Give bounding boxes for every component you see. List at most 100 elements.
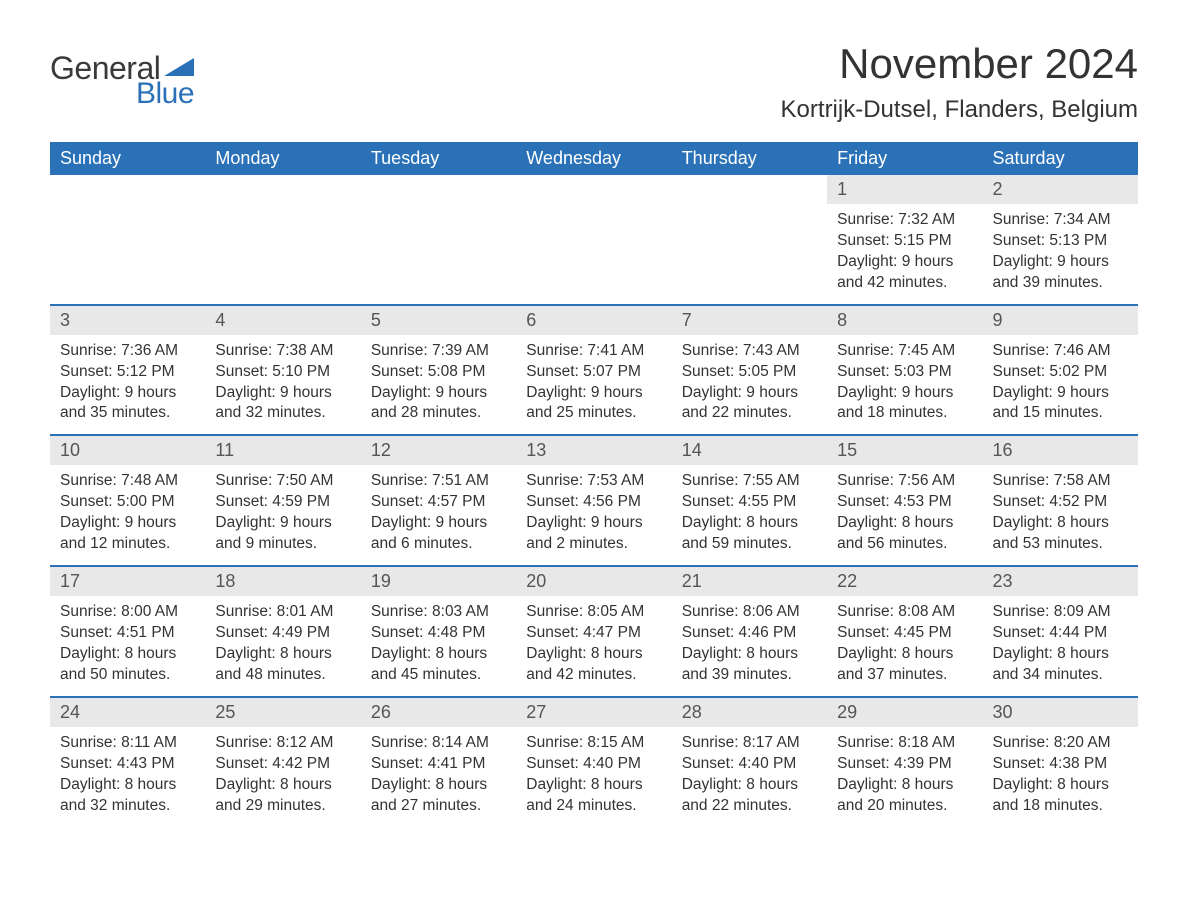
daylight-line: Daylight: 9 hours and 39 minutes. bbox=[993, 252, 1128, 294]
sunrise-line: Sunrise: 7:48 AM bbox=[60, 471, 195, 492]
sunset-line: Sunset: 5:05 PM bbox=[682, 362, 817, 383]
daylight-line: Daylight: 9 hours and 6 minutes. bbox=[371, 513, 506, 555]
calendar-day-3: 3 Sunrise: 7:36 AMSunset: 5:12 PMDaylight… bbox=[50, 306, 205, 435]
calendar-day-19: 19Sunrise: 8:03 AMSunset: 4:48 PMDayligh… bbox=[361, 567, 516, 696]
day-details: Sunrise: 8:08 AMSunset: 4:45 PMDaylight:… bbox=[827, 602, 982, 686]
sunrise-line: Sunrise: 7:58 AM bbox=[993, 471, 1128, 492]
calendar: SundayMondayTuesdayWednesdayThursdayFrid… bbox=[50, 142, 1138, 826]
daylight-line: Daylight: 9 hours and 25 minutes. bbox=[526, 383, 661, 425]
daylight-line: Daylight: 9 hours and 35 minutes. bbox=[60, 383, 195, 425]
day-number: 16 bbox=[983, 436, 1138, 465]
day-header-saturday: Saturday bbox=[983, 142, 1138, 175]
calendar-day-21: 21 Sunrise: 8:06 AMSunset: 4:46 PMDayligh… bbox=[672, 567, 827, 696]
daylight-line: Daylight: 8 hours and 53 minutes. bbox=[993, 513, 1128, 555]
calendar-header-row: SundayMondayTuesdayWednesdayThursdayFrid… bbox=[50, 142, 1138, 175]
day-details: Sunrise: 7:36 AMSunset: 5:12 PMDaylight:… bbox=[50, 341, 205, 425]
sunrise-line: Sunrise: 7:53 AM bbox=[526, 471, 661, 492]
sunset-line: Sunset: 4:40 PM bbox=[682, 754, 817, 775]
sunset-line: Sunset: 5:13 PM bbox=[993, 231, 1128, 252]
sunset-line: Sunset: 5:03 PM bbox=[837, 362, 972, 383]
day-details: Sunrise: 7:56 AMSunset: 4:53 PMDaylight:… bbox=[827, 471, 982, 555]
day-details: Sunrise: 8:11 AMSunset: 4:43 PMDaylight:… bbox=[50, 733, 205, 817]
day-details: Sunrise: 7:41 AMSunset: 5:07 PMDaylight:… bbox=[516, 341, 671, 425]
daylight-line: Daylight: 8 hours and 18 minutes. bbox=[993, 775, 1128, 817]
day-number: 26 bbox=[361, 698, 516, 727]
calendar-day-10: 10 Sunrise: 7:48 AMSunset: 5:00 PMDayligh… bbox=[50, 436, 205, 565]
sunset-line: Sunset: 5:08 PM bbox=[371, 362, 506, 383]
calendar-day-9: 9Sunrise: 7:46 AMSunset: 5:02 PMDaylight… bbox=[983, 306, 1138, 435]
day-details: Sunrise: 7:50 AMSunset: 4:59 PMDaylight:… bbox=[205, 471, 360, 555]
day-header-wednesday: Wednesday bbox=[516, 142, 671, 175]
sunset-line: Sunset: 4:57 PM bbox=[371, 492, 506, 513]
daylight-line: Daylight: 8 hours and 34 minutes. bbox=[993, 644, 1128, 686]
calendar-week: .....1Sunrise: 7:32 AMSunset: 5:15 PMDay… bbox=[50, 175, 1138, 304]
daylight-line: Daylight: 9 hours and 32 minutes. bbox=[215, 383, 350, 425]
day-number: 2 bbox=[983, 175, 1138, 204]
daylight-line: Daylight: 8 hours and 20 minutes. bbox=[837, 775, 972, 817]
sunset-line: Sunset: 4:42 PM bbox=[215, 754, 350, 775]
day-number: 3 bbox=[50, 306, 205, 335]
calendar-day-empty: . bbox=[672, 175, 827, 304]
sunset-line: Sunset: 5:00 PM bbox=[60, 492, 195, 513]
sunset-line: Sunset: 4:48 PM bbox=[371, 623, 506, 644]
day-number: 25 bbox=[205, 698, 360, 727]
sunset-line: Sunset: 4:40 PM bbox=[526, 754, 661, 775]
day-number: 9 bbox=[983, 306, 1138, 335]
sunrise-line: Sunrise: 8:09 AM bbox=[993, 602, 1128, 623]
day-details: Sunrise: 8:06 AMSunset: 4:46 PMDaylight:… bbox=[672, 602, 827, 686]
calendar-day-30: 30Sunrise: 8:20 AMSunset: 4:38 PMDayligh… bbox=[983, 698, 1138, 827]
day-details: Sunrise: 8:15 AMSunset: 4:40 PMDaylight:… bbox=[516, 733, 671, 817]
daylight-line: Daylight: 8 hours and 50 minutes. bbox=[60, 644, 195, 686]
sunset-line: Sunset: 5:15 PM bbox=[837, 231, 972, 252]
day-details: Sunrise: 7:55 AMSunset: 4:55 PMDaylight:… bbox=[672, 471, 827, 555]
calendar-week: 10Sunrise: 7:48 AMSunset: 5:00 PMDayligh… bbox=[50, 434, 1138, 565]
sunrise-line: Sunrise: 8:15 AM bbox=[526, 733, 661, 754]
sunrise-line: Sunrise: 7:38 AM bbox=[215, 341, 350, 362]
calendar-day-12: 12Sunrise: 7:51 AMSunset: 4:57 PMDayligh… bbox=[361, 436, 516, 565]
day-details: Sunrise: 7:53 AMSunset: 4:56 PMDaylight:… bbox=[516, 471, 671, 555]
calendar-day-20: 20Sunrise: 8:05 AMSunset: 4:47 PMDayligh… bbox=[516, 567, 671, 696]
day-number: 10 bbox=[50, 436, 205, 465]
calendar-day-26: 26Sunrise: 8:14 AMSunset: 4:41 PMDayligh… bbox=[361, 698, 516, 827]
daylight-line: Daylight: 8 hours and 29 minutes. bbox=[215, 775, 350, 817]
daylight-line: Daylight: 8 hours and 24 minutes. bbox=[526, 775, 661, 817]
daylight-line: Daylight: 8 hours and 22 minutes. bbox=[682, 775, 817, 817]
sunset-line: Sunset: 5:12 PM bbox=[60, 362, 195, 383]
day-details: Sunrise: 7:48 AMSunset: 5:00 PMDaylight:… bbox=[50, 471, 205, 555]
sunset-line: Sunset: 4:43 PM bbox=[60, 754, 195, 775]
day-details: Sunrise: 8:18 AMSunset: 4:39 PMDaylight:… bbox=[827, 733, 982, 817]
day-number: 15 bbox=[827, 436, 982, 465]
sunrise-line: Sunrise: 8:18 AM bbox=[837, 733, 972, 754]
daylight-line: Daylight: 8 hours and 42 minutes. bbox=[526, 644, 661, 686]
daylight-line: Daylight: 8 hours and 37 minutes. bbox=[837, 644, 972, 686]
day-number: 29 bbox=[827, 698, 982, 727]
sunset-line: Sunset: 5:10 PM bbox=[215, 362, 350, 383]
day-number: 13 bbox=[516, 436, 671, 465]
sunset-line: Sunset: 5:07 PM bbox=[526, 362, 661, 383]
day-number: 5 bbox=[361, 306, 516, 335]
daylight-line: Daylight: 9 hours and 12 minutes. bbox=[60, 513, 195, 555]
sunrise-line: Sunrise: 7:34 AM bbox=[993, 210, 1128, 231]
sunrise-line: Sunrise: 7:51 AM bbox=[371, 471, 506, 492]
sunrise-line: Sunrise: 8:03 AM bbox=[371, 602, 506, 623]
day-details: Sunrise: 7:38 AMSunset: 5:10 PMDaylight:… bbox=[205, 341, 360, 425]
sunset-line: Sunset: 4:59 PM bbox=[215, 492, 350, 513]
day-number: 21 bbox=[672, 567, 827, 596]
daylight-line: Daylight: 8 hours and 39 minutes. bbox=[682, 644, 817, 686]
day-details: Sunrise: 8:09 AMSunset: 4:44 PMDaylight:… bbox=[983, 602, 1138, 686]
sunrise-line: Sunrise: 8:05 AM bbox=[526, 602, 661, 623]
calendar-day-29: 29 Sunrise: 8:18 AMSunset: 4:39 PMDayligh… bbox=[827, 698, 982, 827]
sunrise-line: Sunrise: 8:14 AM bbox=[371, 733, 506, 754]
daylight-line: Daylight: 9 hours and 42 minutes. bbox=[837, 252, 972, 294]
day-number: 24 bbox=[50, 698, 205, 727]
day-header-monday: Monday bbox=[205, 142, 360, 175]
day-details: Sunrise: 7:39 AMSunset: 5:08 PMDaylight:… bbox=[361, 341, 516, 425]
calendar-day-18: 18Sunrise: 8:01 AMSunset: 4:49 PMDayligh… bbox=[205, 567, 360, 696]
logo-text-blue: Blue bbox=[136, 77, 194, 111]
day-number: 18 bbox=[205, 567, 360, 596]
sunset-line: Sunset: 4:55 PM bbox=[682, 492, 817, 513]
day-details: Sunrise: 8:17 AMSunset: 4:40 PMDaylight:… bbox=[672, 733, 827, 817]
day-header-friday: Friday bbox=[827, 142, 982, 175]
calendar-day-22: 22Sunrise: 8:08 AMSunset: 4:45 PMDayligh… bbox=[827, 567, 982, 696]
calendar-week: 17Sunrise: 8:00 AMSunset: 4:51 PMDayligh… bbox=[50, 565, 1138, 696]
